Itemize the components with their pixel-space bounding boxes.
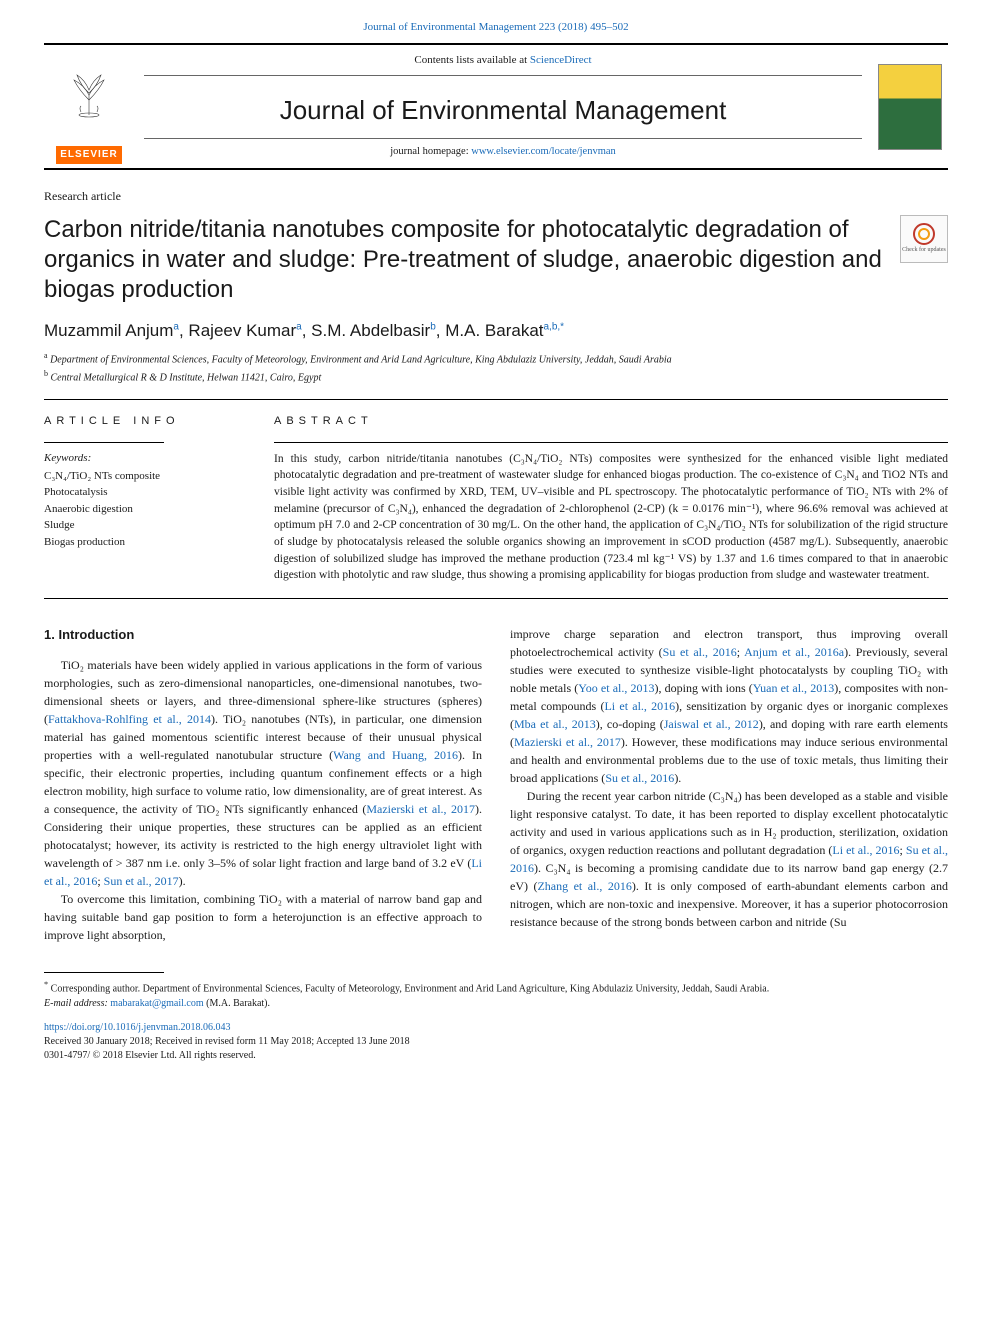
footnotes: * Corresponding author. Department of En… — [44, 979, 948, 1010]
body-paragraph: During the recent year carbon nitride (C… — [510, 787, 948, 931]
keyword-list: C₃N₄/TiO₂ NTs compositePhotocatalysisAna… — [44, 468, 244, 551]
citation-link[interactable]: Su et al., 2016 — [605, 771, 674, 785]
elsevier-logo: ELSEVIER — [44, 45, 134, 167]
homepage-prefix: journal homepage: — [390, 146, 471, 157]
journal-title: Journal of Environmental Management — [144, 92, 862, 128]
abstract: ABSTRACT In this study, carbon nitride/t… — [274, 414, 948, 584]
contents-prefix: Contents lists available at — [414, 54, 529, 66]
footnote-rule — [44, 972, 164, 973]
citation-link[interactable]: Anjum et al., 2016a — [744, 645, 844, 659]
affiliation-list: a Department of Environmental Sciences, … — [44, 350, 948, 385]
citation-link[interactable]: Su et al., 2016 — [663, 645, 737, 659]
citation-link[interactable]: Mba et al., 2013 — [514, 717, 596, 731]
abstract-text: In this study, carbon nitride/titania na… — [274, 451, 948, 584]
email-label: E-mail address: — [44, 998, 110, 1009]
citation-link[interactable]: Zhang et al., 2016 — [537, 879, 631, 893]
citation-link[interactable]: Li et al., 2016 — [604, 699, 675, 713]
abstract-rule — [274, 442, 948, 443]
keyword: C₃N₄/TiO₂ NTs composite — [44, 468, 244, 485]
citation-link[interactable]: Sun et al., 2017 — [104, 874, 179, 888]
body-columns: 1. Introduction TiO₂ materials have been… — [44, 625, 948, 945]
author-list: Muzammil Anjuma, Rajeev Kumara, S.M. Abd… — [44, 319, 948, 343]
body-paragraph: improve charge separation and electron t… — [510, 625, 948, 787]
doi-line: https://doi.org/10.1016/j.jenvman.2018.0… — [44, 1021, 948, 1035]
journal-header: ELSEVIER Contents lists available at Sci… — [44, 43, 948, 169]
elsevier-wordmark: ELSEVIER — [56, 146, 121, 164]
history-line: Received 30 January 2018; Received in re… — [44, 1035, 948, 1049]
journal-cover-thumbnail — [878, 64, 942, 150]
article-type: Research article — [44, 188, 948, 205]
divider — [44, 598, 948, 599]
copyright-line: 0301-4797/ © 2018 Elsevier Ltd. All righ… — [44, 1049, 948, 1063]
citation-link[interactable]: Mazierski et al., 2017 — [514, 735, 621, 749]
journal-homepage-link[interactable]: www.elsevier.com/locate/jenvman — [471, 146, 616, 157]
body-paragraph: To overcome this limitation, combining T… — [44, 890, 482, 944]
email-suffix: (M.A. Barakat). — [204, 998, 270, 1009]
journal-cover — [872, 45, 948, 167]
divider — [44, 399, 948, 400]
crossmark-badge[interactable]: Check for updates — [900, 215, 948, 263]
article-info-rule — [44, 442, 164, 443]
body-col-left: 1. Introduction TiO₂ materials have been… — [44, 625, 482, 945]
keyword: Sludge — [44, 517, 244, 534]
keywords-label: Keywords: — [44, 451, 244, 466]
contents-available-line: Contents lists available at ScienceDirec… — [144, 53, 862, 75]
doi-link[interactable]: https://doi.org/10.1016/j.jenvman.2018.0… — [44, 1022, 230, 1033]
citation-link[interactable]: Mazierski et al., 2017 — [366, 802, 475, 816]
section-number: 1. — [44, 627, 55, 642]
citation-link[interactable]: Fattakhova-Rohlfing et al., 2014 — [48, 712, 211, 726]
body-col-right: improve charge separation and electron t… — [510, 625, 948, 945]
section-heading-intro: 1. Introduction — [44, 625, 482, 645]
citation-link[interactable]: Li et al., 2016 — [832, 843, 899, 857]
keyword: Photocatalysis — [44, 484, 244, 501]
citation-link[interactable]: Yuan et al., 2013 — [753, 681, 834, 695]
keyword: Anaerobic digestion — [44, 501, 244, 518]
body-paragraph: TiO₂ materials have been widely applied … — [44, 656, 482, 890]
corr-text: Corresponding author. Department of Envi… — [51, 984, 770, 995]
top-citation: Journal of Environmental Management 223 … — [44, 20, 948, 35]
article-info: ARTICLE INFO Keywords: C₃N₄/TiO₂ NTs com… — [44, 414, 244, 584]
email-line: E-mail address: mabarakat@gmail.com (M.A… — [44, 997, 948, 1011]
crossmark-icon — [912, 222, 936, 246]
header-center: Contents lists available at ScienceDirec… — [134, 45, 872, 167]
journal-homepage-line: journal homepage: www.elsevier.com/locat… — [144, 138, 862, 160]
keyword: Biogas production — [44, 534, 244, 551]
info-abstract-row: ARTICLE INFO Keywords: C₃N₄/TiO₂ NTs com… — [44, 414, 948, 584]
top-citation-link[interactable]: Journal of Environmental Management 223 … — [363, 21, 628, 33]
citation-link[interactable]: Wang and Huang, 2016 — [333, 748, 458, 762]
section-title: Introduction — [58, 627, 134, 642]
sciencedirect-link[interactable]: ScienceDirect — [530, 54, 592, 66]
abstract-heading: ABSTRACT — [274, 414, 948, 429]
crossmark-label: Check for updates — [902, 246, 946, 254]
article-title: Carbon nitride/titania nanotubes composi… — [44, 215, 886, 305]
article-info-heading: ARTICLE INFO — [44, 414, 244, 429]
elsevier-tree-icon — [54, 55, 124, 125]
citation-link[interactable]: Yoo et al., 2013 — [578, 681, 654, 695]
corresponding-note: * Corresponding author. Department of En… — [44, 979, 948, 996]
citation-link[interactable]: Jaiswal et al., 2012 — [664, 717, 759, 731]
corr-email-link[interactable]: mabarakat@gmail.com — [110, 998, 203, 1009]
